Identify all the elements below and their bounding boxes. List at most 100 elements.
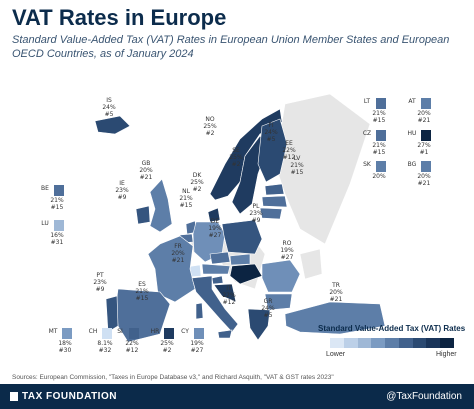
map-label-IS: IS 24% #5 <box>102 97 116 118</box>
legend-swatch-4 <box>385 338 399 348</box>
map-label-PL: PL 23% #9 <box>249 203 263 224</box>
inset-code: BE <box>41 185 49 192</box>
legend-swatch-2 <box>357 338 372 348</box>
legend-high-label: Higher <box>436 351 457 358</box>
inset-swatch <box>376 161 386 172</box>
country-GR <box>247 308 271 341</box>
legend-swatch-0 <box>330 338 344 348</box>
footer-brand: TAX FOUNDATION <box>22 391 117 402</box>
map-label-NO: NO 25% #2 <box>203 116 217 137</box>
map-label-EE: EE 22% #12 <box>282 140 296 161</box>
inset-code: CH <box>88 328 98 335</box>
country-LV <box>261 195 288 208</box>
legend-swatch-3 <box>371 338 386 348</box>
country-LT <box>259 207 283 220</box>
map-label-RO: RO 19% #27 <box>280 240 294 261</box>
country-IE <box>135 205 151 225</box>
inset-rate: 8.1% <box>97 340 113 347</box>
inset-code: LT <box>363 98 371 105</box>
country-BG <box>264 293 293 311</box>
map-label-DE: DE 19% #27 <box>208 218 222 239</box>
inset-rank: #31 <box>50 239 64 246</box>
country-IT-sardinia <box>195 302 204 320</box>
inset-rate: 16% <box>50 232 64 239</box>
map-label-GR: GR 24% #5 <box>261 298 275 319</box>
inset-code: CY <box>181 328 189 335</box>
inset-rank: #15 <box>372 149 386 156</box>
country-PL <box>221 219 263 255</box>
page-title: VAT Rates in Europe <box>12 5 227 30</box>
inset-swatch <box>376 98 386 109</box>
inset-swatch <box>194 328 204 339</box>
inset-swatch <box>54 185 64 196</box>
inset-rank: #27 <box>190 347 204 354</box>
inset-swatch <box>129 328 139 339</box>
country-CZ <box>209 251 231 265</box>
map-label-LV: LV 21% #15 <box>290 155 304 176</box>
country-TR <box>284 301 386 335</box>
inset-swatch <box>421 161 431 172</box>
inset-rank: #32 <box>98 347 112 354</box>
inset-code: SI <box>117 328 123 335</box>
inset-swatch <box>102 328 112 339</box>
legend-swatch-6 <box>412 338 427 348</box>
map-label-DK: DK 25% #2 <box>190 172 204 193</box>
country-HR <box>213 283 237 303</box>
country-IS <box>94 115 131 135</box>
inset-swatch <box>62 328 72 339</box>
inset-rank: #12 <box>125 347 139 354</box>
country-GB <box>149 178 173 233</box>
legend-swatch-5 <box>398 338 413 348</box>
inset-rate: 22% <box>125 340 139 347</box>
inset-code: LU <box>41 220 49 227</box>
inset-rate: 20% <box>417 110 431 117</box>
inset-rank: #21 <box>417 180 431 187</box>
inset-swatch <box>421 130 431 141</box>
footer-bar: TAX FOUNDATION @TaxFoundation <box>0 384 474 409</box>
country-PT <box>105 295 119 333</box>
map-label-FI: FI 24% #5 <box>264 122 278 143</box>
inset-code: MT <box>48 328 58 335</box>
legend-swatch-1 <box>343 338 358 348</box>
inset-rank: #21 <box>417 117 431 124</box>
country-nodata <box>299 248 323 280</box>
page-subtitle: Standard Value-Added Tax (VAT) Rates in … <box>12 34 450 60</box>
inset-rate: 18% <box>58 340 72 347</box>
country-FI <box>257 118 288 183</box>
inset-code: HU <box>407 130 417 137</box>
map-label-IT: IT 22% #12 <box>222 285 236 306</box>
legend-swatch-7 <box>426 338 441 348</box>
country-FR <box>147 235 196 303</box>
country-IT-sicily <box>217 329 233 339</box>
inset-swatch <box>376 130 386 141</box>
source-note: Sources: European Commission, "Taxes in … <box>12 374 334 381</box>
inset-rate: 20% <box>417 173 431 180</box>
inset-rank: #1 <box>419 149 429 156</box>
map-label-PT: PT 23% #9 <box>93 272 107 293</box>
inset-code: BG <box>407 161 417 168</box>
inset-rank: #15 <box>372 117 386 124</box>
country-SI <box>211 275 224 285</box>
legend-swatch-8 <box>440 338 455 348</box>
footer-handle[interactable]: @TaxFoundation <box>386 391 462 402</box>
inset-code: SK <box>363 161 371 168</box>
inset-rate: 19% <box>190 340 204 347</box>
inset-rate: 21% <box>50 197 64 204</box>
inset-rate: 21% <box>372 142 386 149</box>
inset-swatch <box>164 328 174 339</box>
legend-scale <box>330 338 455 348</box>
country-AT <box>201 263 231 275</box>
inset-rate: 21% <box>372 110 386 117</box>
map-label-GB: GB 20% #21 <box>139 160 153 181</box>
map-label-TR: TR 20% #21 <box>329 282 343 303</box>
inset-code: AT <box>408 98 416 105</box>
map-label-SE: SE 25% #2 <box>229 147 243 168</box>
inset-rate: 27% <box>417 142 431 149</box>
country-RO <box>261 259 301 293</box>
inset-rank: #30 <box>58 347 72 354</box>
country-IT <box>191 275 239 333</box>
country-EE <box>264 183 285 196</box>
country-HU <box>229 263 263 285</box>
inset-rate: 20% <box>372 173 386 180</box>
map-label-FR: FR 20% #21 <box>171 243 185 264</box>
